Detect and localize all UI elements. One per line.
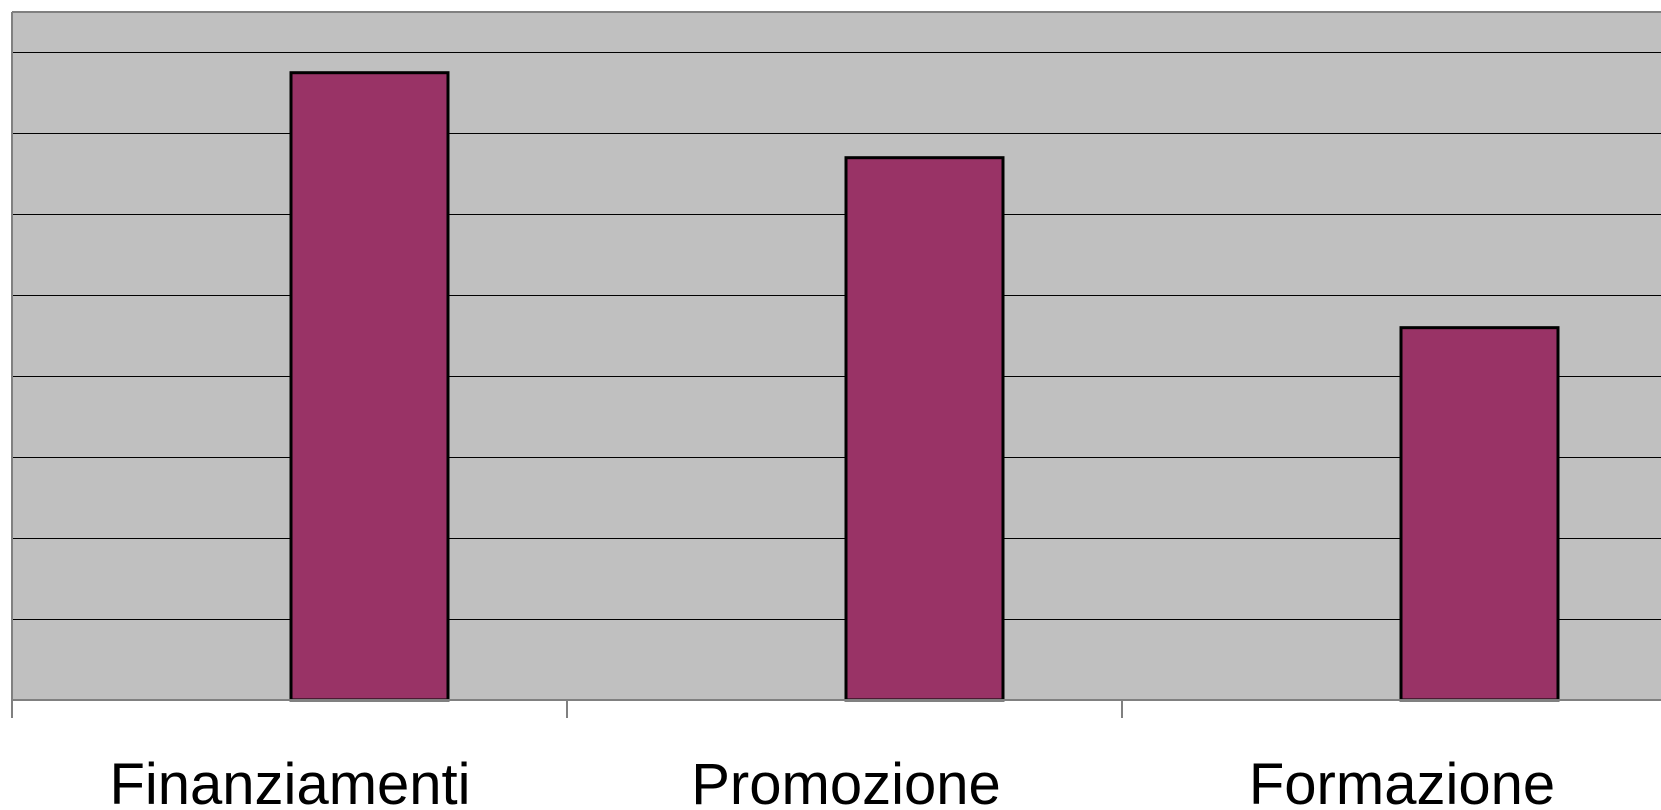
category-label-formazione: Formazione <box>1249 752 1555 810</box>
category-labels: Finanziamenti Promozione Formazione <box>109 752 1555 810</box>
bar-promozione <box>844 156 1005 702</box>
grid-lines <box>12 52 1661 620</box>
category-label-finanziamenti: Finanziamenti <box>109 752 470 810</box>
x-axis-ticks <box>11 700 1123 718</box>
bar-formazione <box>1399 326 1560 702</box>
bars <box>289 71 1560 702</box>
category-label-promozione: Promozione <box>691 752 1000 810</box>
bar-finanziamenti <box>289 71 450 702</box>
plot-area <box>12 12 1661 700</box>
